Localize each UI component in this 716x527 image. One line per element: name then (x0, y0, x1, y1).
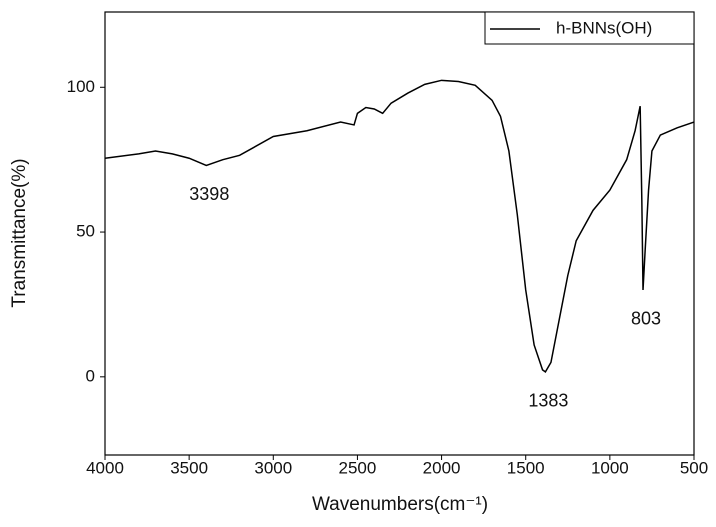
x-tick-label: 1000 (591, 458, 629, 477)
x-axis-label: Wavenumbers(cm⁻¹) (312, 494, 488, 515)
peak-label: 3398 (189, 184, 229, 204)
y-tick-label: 50 (76, 222, 95, 241)
x-tick-label: 1500 (507, 458, 545, 477)
x-tick-label: 3500 (170, 458, 208, 477)
peak-label: 1383 (528, 391, 568, 411)
spectrum-line (104, 79, 695, 373)
peak-label: 803 (631, 309, 661, 329)
x-tick-label: 2000 (423, 458, 461, 477)
x-tick-label: 2500 (339, 458, 377, 477)
y-axis-label: Transmittance(%) (9, 158, 30, 307)
legend-box (484, 11, 695, 45)
y-tick-label: 0 (86, 366, 95, 385)
x-tick-label: 3000 (254, 458, 292, 477)
x-tick-label: 4000 (86, 458, 124, 477)
plot-frame (104, 11, 695, 456)
y-tick-label: 100 (67, 77, 95, 96)
legend-label: h-BNNs(OH) (556, 18, 652, 37)
x-tick-label: 500 (680, 458, 708, 477)
